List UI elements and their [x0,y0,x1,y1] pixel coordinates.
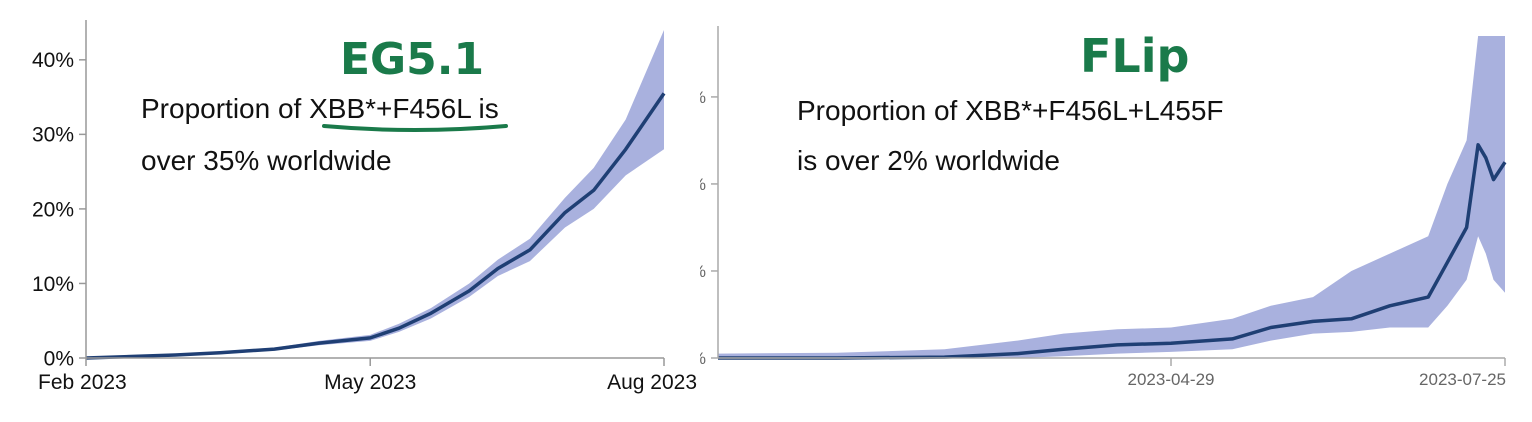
eg51-handwritten-label: EG5.1 [340,34,484,85]
flip-handwritten-label: FLip [1080,29,1189,83]
flip-confidence-band [718,36,1505,358]
eg51-line-group [85,92,666,360]
flip-annotation-line-1: Proportion of XBB*+F456L+L455F [797,95,1224,126]
eg51-y-tick-label: 0% [44,347,74,370]
flip-x-tick-label: 2023-04-29 [1128,370,1215,389]
chart-panel-flip: 0% 1% 2% 3% 2023-04-29 2023-07-25 FLip Propor… [700,0,1532,422]
flip-annotation-line-2: is over 2% worldwide [797,145,1060,176]
flip-axes-group: 0% 1% 2% 3% 2023-04-29 2023-07-25 [700,26,1506,389]
flip-line-group [718,143,1507,360]
eg51-annotation-line-1: Proportion of XBB*+F456L is [141,93,499,124]
flip-chart-svg: 0% 1% 2% 3% 2023-04-29 2023-07-25 FLip Propor… [700,26,1507,389]
eg51-x-tick-label: Aug 2023 [607,371,697,394]
eg51-y-tick-label: 40% [32,49,74,72]
eg51-x-tick-label: May 2023 [324,371,416,394]
flip-y-tick-label: 1% [700,262,706,281]
chart-panel-eg51: 0% 10% 20% 30% 40% Feb 2023 May 2023 Aug 2023 E… [0,0,700,422]
eg51-y-tick-label: 20% [32,198,74,221]
eg51-axes-group: 0% 10% 20% 30% 40% Feb 2023 May 2023 Aug 2023 [32,20,697,394]
flip-y-tick-label: 0% [700,349,706,368]
eg51-annotation-line-2: over 35% worldwide [141,145,392,176]
eg51-x-tick-label: Feb 2023 [38,371,127,394]
flip-series-line [718,143,1507,360]
eg51-handwritten-underline [322,124,508,132]
eg51-series-line [85,92,666,360]
flip-y-tick-label: 3% [700,88,706,107]
flip-y-tick-label: 2% [700,175,706,194]
flip-confidence-band-group [718,36,1505,358]
eg51-chart-svg: 0% 10% 20% 30% 40% Feb 2023 May 2023 Aug 2023 E… [32,20,697,394]
eg51-y-tick-label: 30% [32,124,74,147]
flip-x-tick-label: 2023-07-25 [1419,370,1506,389]
eg51-y-tick-label: 10% [32,273,74,296]
